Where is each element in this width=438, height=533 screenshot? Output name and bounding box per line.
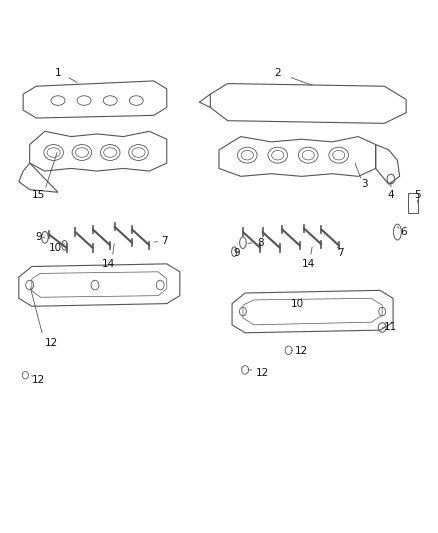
Text: 1: 1 [55,68,61,78]
Text: 9: 9 [35,232,42,243]
Text: 5: 5 [414,190,420,200]
Bar [408,193,418,214]
Text: 12: 12 [295,346,308,357]
Text: 8: 8 [257,238,264,248]
Text: 9: 9 [233,248,240,259]
Text: 4: 4 [388,190,394,200]
Text: 3: 3 [361,179,368,189]
Text: 14: 14 [101,259,115,269]
Text: 12: 12 [32,375,45,385]
Text: 15: 15 [32,190,45,200]
Text: 6: 6 [401,227,407,237]
Text: 12: 12 [256,368,269,377]
Text: 7: 7 [338,248,344,259]
Text: 12: 12 [45,338,58,349]
Text: 10: 10 [291,298,304,309]
Text: 10: 10 [49,243,62,253]
Text: 7: 7 [161,236,168,246]
Text: 14: 14 [302,259,315,269]
Text: 2: 2 [275,68,281,78]
Text: 11: 11 [384,322,398,333]
